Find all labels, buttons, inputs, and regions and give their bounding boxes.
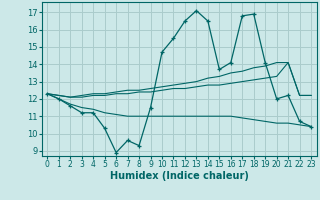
X-axis label: Humidex (Indice chaleur): Humidex (Indice chaleur) [110,171,249,181]
